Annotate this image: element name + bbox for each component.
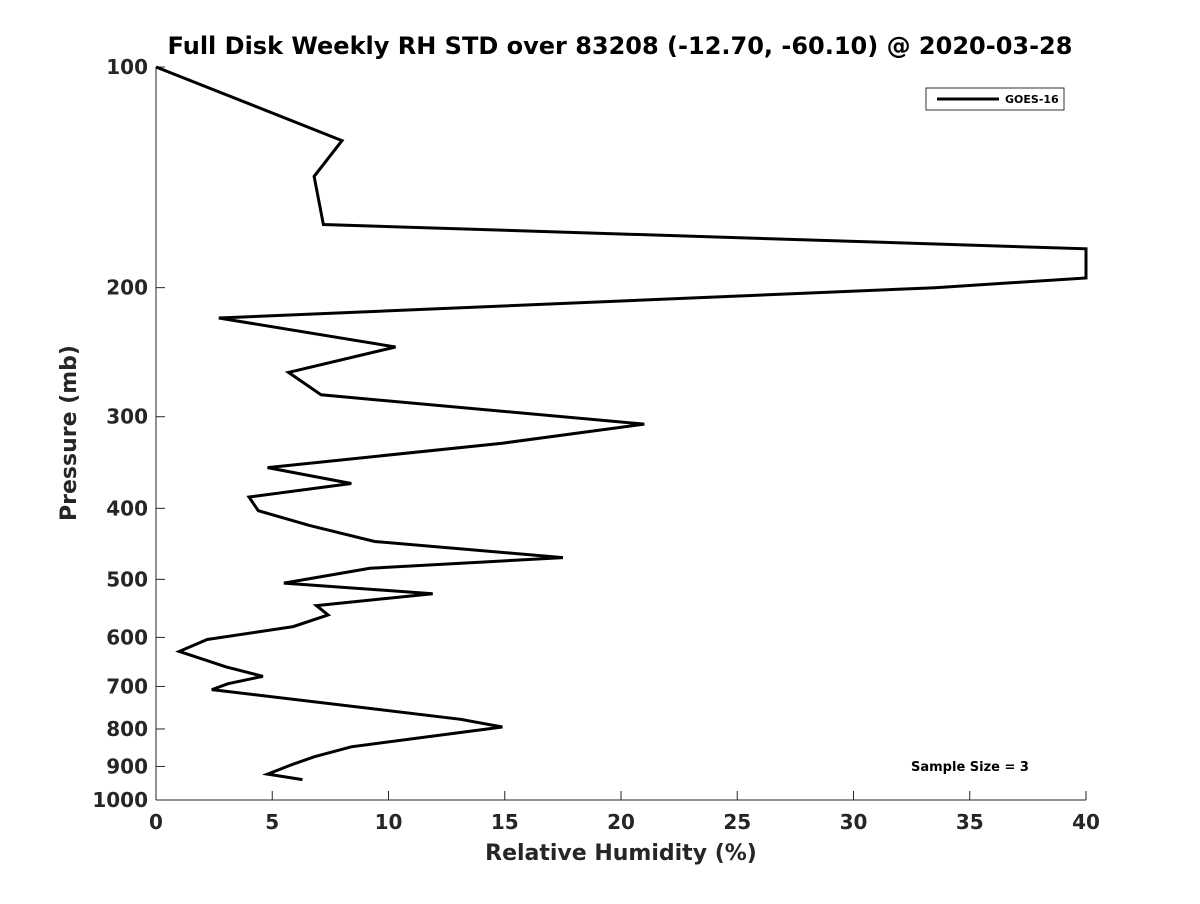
y-tick-label: 900 — [106, 754, 148, 778]
y-axis-ticks: 100 200 300 400 500 600 700 800 900 1000 — [92, 55, 165, 812]
legend-entry-goes-16: GOES-16 — [1005, 93, 1059, 106]
chart-title: Full Disk Weekly RH STD over 83208 (-12.… — [168, 32, 1073, 60]
plot-background — [156, 67, 1086, 800]
y-axis-label: Pressure (mb) — [57, 345, 82, 521]
y-tick-label: 400 — [106, 496, 148, 520]
series-line-goes-16 — [155, 65, 1088, 782]
y-tick-label: 300 — [106, 405, 148, 429]
x-tick-label: 0 — [149, 810, 163, 834]
y-tick-label: 200 — [106, 276, 148, 300]
y-tick-label: 700 — [106, 674, 148, 698]
x-tick-label: 40 — [1072, 810, 1100, 834]
x-tick-label: 20 — [607, 810, 635, 834]
x-tick-label: 30 — [840, 810, 868, 834]
series-layer — [155, 65, 1088, 782]
legend: GOES-16 — [925, 87, 1065, 111]
y-tick-label: 800 — [106, 717, 148, 741]
x-tick-label: 15 — [491, 810, 519, 834]
y-tick-label: 600 — [106, 625, 148, 649]
y-tick-label: 500 — [106, 567, 148, 591]
x-axis-ticks: 0 5 10 15 20 25 30 35 40 — [149, 791, 1100, 834]
sample-size-annotation: Sample Size = 3 — [911, 760, 1029, 775]
x-axis-label: Relative Humidity (%) — [485, 841, 757, 866]
x-tick-label: 35 — [956, 810, 984, 834]
x-tick-label: 25 — [723, 810, 751, 834]
x-tick-label: 5 — [265, 810, 279, 834]
x-tick-label: 10 — [375, 810, 403, 834]
y-tick-label: 100 — [106, 55, 148, 79]
y-tick-label: 1000 — [92, 788, 148, 812]
